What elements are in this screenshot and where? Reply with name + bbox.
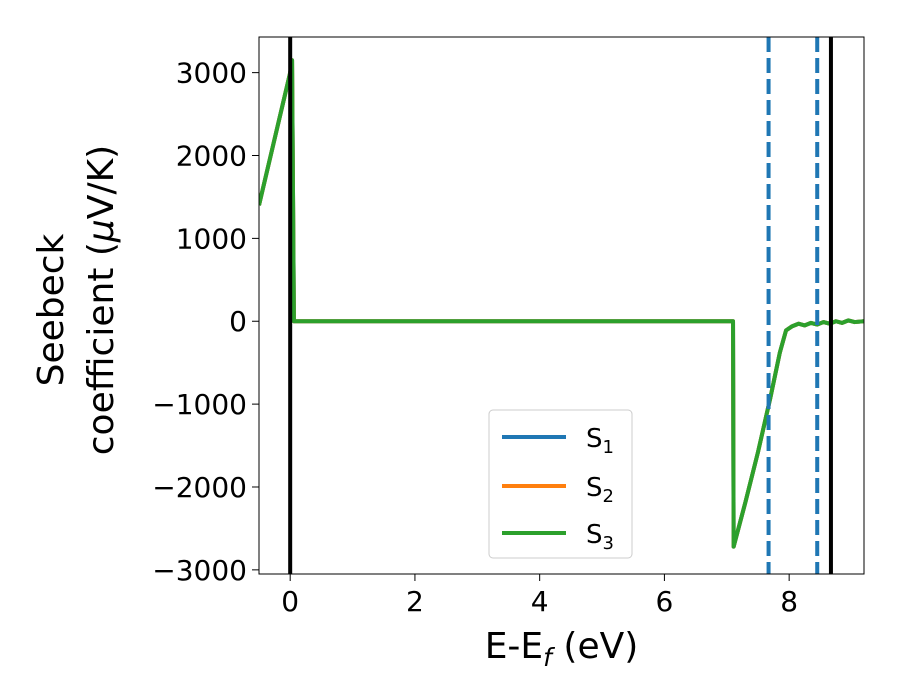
legend-label-s2-sub: 2 (603, 486, 614, 507)
x-axis-label: E-Ef (eV) (485, 626, 639, 672)
legend-label-s3: S3 (586, 520, 614, 554)
x-axis-ticks: 0 2 4 6 8 (281, 574, 798, 618)
x-tick-label: 8 (780, 585, 798, 618)
y-tick-label: 3000 (176, 57, 247, 90)
y-tick-label: −3000 (152, 554, 247, 587)
legend-label-s3-name: S (586, 520, 603, 550)
y-tick-label: 1000 (176, 222, 247, 255)
x-tick-label: 0 (281, 585, 299, 618)
legend-label-s1-name: S (586, 424, 603, 454)
y-axis-label-mu: μ (81, 219, 122, 243)
x-tick-label: 4 (531, 585, 549, 618)
y-tick-label: −2000 (152, 471, 247, 504)
legend-label-s2-name: S (586, 473, 603, 503)
y-axis-label-line1: Seebeck (31, 233, 72, 386)
y-axis-label-line2-suffix: V/K) (81, 145, 122, 219)
x-tick-label: 2 (406, 585, 424, 618)
x-axis-label-unit: (eV) (552, 626, 638, 667)
legend-label-s3-sub: 3 (603, 533, 614, 554)
y-axis-label: Seebeck coefficient (μV/K) (31, 145, 122, 455)
legend-label-s1: S1 (586, 424, 614, 458)
y-tick-label: 0 (229, 305, 247, 338)
legend: S1 S2 S3 (488, 409, 633, 559)
x-tick-label: 6 (655, 585, 673, 618)
legend-label-s2: S2 (586, 473, 614, 507)
y-tick-label: −1000 (152, 388, 247, 421)
plot-frame (258, 36, 865, 575)
y-axis-label-line2-prefix: coefficient ( (81, 242, 122, 455)
y-axis-label-line2: coefficient (μV/K) (81, 145, 122, 455)
legend-label-s1-sub: 1 (603, 437, 614, 458)
plot-layer (259, 37, 864, 574)
y-axis-ticks: −3000 −2000 −1000 0 1000 2000 3000 (152, 57, 259, 587)
y-tick-label: 2000 (176, 140, 247, 173)
x-axis-label-main: E-E (485, 626, 543, 667)
